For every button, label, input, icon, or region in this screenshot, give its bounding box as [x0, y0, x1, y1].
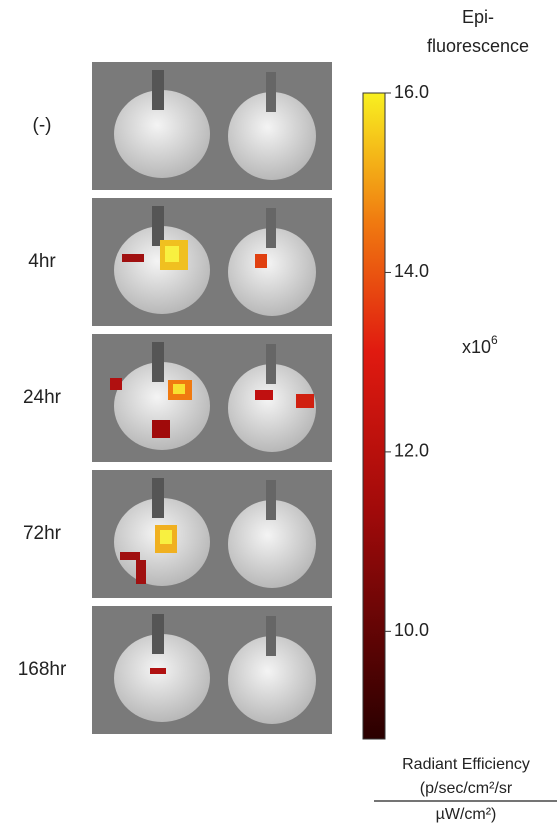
trachea — [266, 616, 276, 656]
trachea — [152, 614, 164, 654]
unit-name: Radiant Efficiency — [402, 756, 530, 773]
colorbar-tick-label: 10.0 — [394, 620, 429, 640]
trachea — [152, 478, 164, 518]
colorbar — [363, 93, 385, 739]
panel-label: 168hr — [18, 659, 67, 680]
trachea — [152, 70, 164, 110]
multiplier: x106 — [462, 333, 498, 357]
panel-label: 24hr — [23, 387, 62, 408]
multiplier-exponent: 6 — [491, 333, 498, 347]
trachea — [266, 208, 276, 248]
trachea — [152, 342, 164, 382]
figure: (-) 4hr 24hr 72hr 168hr Epi- fluorescence x1… — [0, 0, 559, 828]
panel-label: 4hr — [28, 251, 56, 272]
colorbar-tick-label: 16.0 — [394, 82, 429, 102]
colorbar-title: fluorescence — [427, 36, 529, 56]
trachea — [266, 344, 276, 384]
unit-numerator: (p/sec/cm²/sr — [420, 780, 513, 797]
colorbar-tick-label: 14.0 — [394, 261, 429, 281]
colorbar-tick-label: 12.0 — [394, 441, 429, 461]
colorbar-title: Epi- — [462, 7, 494, 27]
trachea — [266, 72, 276, 112]
panel-label: (-) — [33, 115, 52, 136]
unit-denominator: µW/cm²) — [436, 806, 497, 823]
multiplier-base: x10 — [462, 337, 491, 357]
panel-label: 72hr — [23, 523, 62, 544]
trachea — [266, 480, 276, 520]
